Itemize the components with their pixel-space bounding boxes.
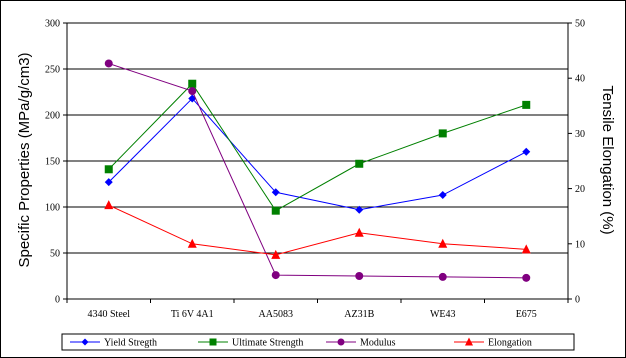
elongation-point xyxy=(354,227,364,237)
x-tick-label: WE43 xyxy=(430,309,456,320)
legend-label: Ultimate Strength xyxy=(232,338,303,349)
ultimate-strength-point xyxy=(271,206,280,215)
yield-stregth-point xyxy=(355,205,364,214)
elongation-line xyxy=(108,204,527,256)
y2-tick-label: 0 xyxy=(575,295,580,306)
modulus-point xyxy=(522,273,531,282)
modulus-point xyxy=(438,272,447,281)
elongation-point xyxy=(271,249,281,259)
legend-box xyxy=(61,333,575,351)
ultimate-strength-point xyxy=(188,79,197,88)
ultimate-strength-point xyxy=(104,165,113,174)
y-tick-label: 100 xyxy=(45,203,60,214)
x-tick-label: AZ31B xyxy=(344,309,374,320)
elongation-point xyxy=(521,244,531,254)
x-tick-label: AA5083 xyxy=(259,309,293,320)
legend-label: Yield Stregth xyxy=(104,338,157,349)
ultimate-strength-point xyxy=(438,129,447,138)
yield-stregth-point xyxy=(271,188,280,197)
y2-tick-label: 50 xyxy=(575,19,585,30)
axes: 0 50 100 150 200 250 300 0 10 20 30 40 50 4340 Steel T… xyxy=(45,19,585,321)
series-layer xyxy=(104,59,531,282)
elongation-point xyxy=(438,238,448,248)
y2-tick-label: 20 xyxy=(575,184,585,195)
legend-label: Modulus xyxy=(360,338,396,349)
modulus-point xyxy=(271,271,280,280)
ultimate-strength-point xyxy=(522,100,531,109)
elongation-point xyxy=(187,238,197,248)
legend-swatch-marker xyxy=(337,338,345,346)
y-tick-label: 200 xyxy=(45,111,60,122)
y2-tick-label: 10 xyxy=(575,239,585,250)
gridlines xyxy=(67,22,568,254)
yield-stregth-point xyxy=(438,191,447,200)
modulus-point xyxy=(188,87,197,96)
y-axis-title: Specific Properties (MPa/g/cm3) xyxy=(16,52,33,267)
legend-swatch-marker xyxy=(81,338,89,346)
yield-stregth-point xyxy=(522,147,531,156)
y-tick-label: 150 xyxy=(45,157,60,168)
yield-stregth-point xyxy=(104,178,113,187)
yield-stregth-line xyxy=(108,97,527,211)
ultimate-strength-point xyxy=(355,159,364,168)
y-tick-label: 0 xyxy=(55,295,60,306)
legend-swatch-marker xyxy=(209,338,217,346)
x-tick-label: E675 xyxy=(516,309,537,320)
modulus-point xyxy=(355,272,364,280)
y-tick-label: 50 xyxy=(50,249,60,260)
y2-tick-label: 40 xyxy=(575,74,585,85)
x-tick-label: 4340 Steel xyxy=(88,309,131,320)
y-tick-label: 300 xyxy=(45,19,60,30)
legend-label: Elongation xyxy=(488,338,532,349)
elongation-point xyxy=(104,200,114,210)
x-tick-label: Ti 6V 4A1 xyxy=(171,309,214,320)
legend-swatch-marker xyxy=(465,337,473,346)
y-tick-label: 250 xyxy=(45,65,60,76)
modulus-line xyxy=(108,63,527,279)
y2-tick-label: 30 xyxy=(575,129,585,140)
ultimate-strength-line xyxy=(108,82,527,212)
legend: Yield Stregth Ultimate Strength Modulus Elo… xyxy=(61,333,575,351)
modulus-point xyxy=(104,59,113,68)
y2-axis-title: Tensile Elongation (%) xyxy=(599,85,616,234)
